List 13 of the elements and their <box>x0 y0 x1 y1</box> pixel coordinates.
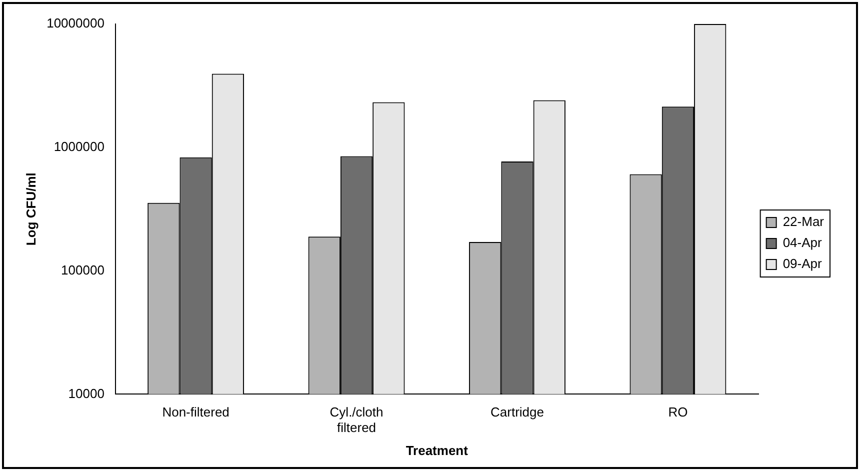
legend-label: 22-Mar <box>782 214 825 230</box>
y-tick-label: 10000 <box>68 386 104 401</box>
x-tick-label: Non-filtered <box>162 404 230 420</box>
x-axis-title: Treatment <box>406 442 469 458</box>
y-axis-title: Log CFU/ml <box>23 172 38 246</box>
y-tick-label: 10000000 <box>46 16 104 31</box>
legend-label: 04-Apr <box>782 235 823 250</box>
x-tick-label: Cartridge <box>490 404 544 420</box>
y-tick-label: 100000 <box>61 262 104 278</box>
y-tick-label: 1000000 <box>54 138 104 154</box>
legend-label: 09-Apr <box>782 256 823 272</box>
x-tick-label: RO <box>668 404 688 420</box>
x-tick-label: Cyl./cloth filtered <box>330 404 384 436</box>
